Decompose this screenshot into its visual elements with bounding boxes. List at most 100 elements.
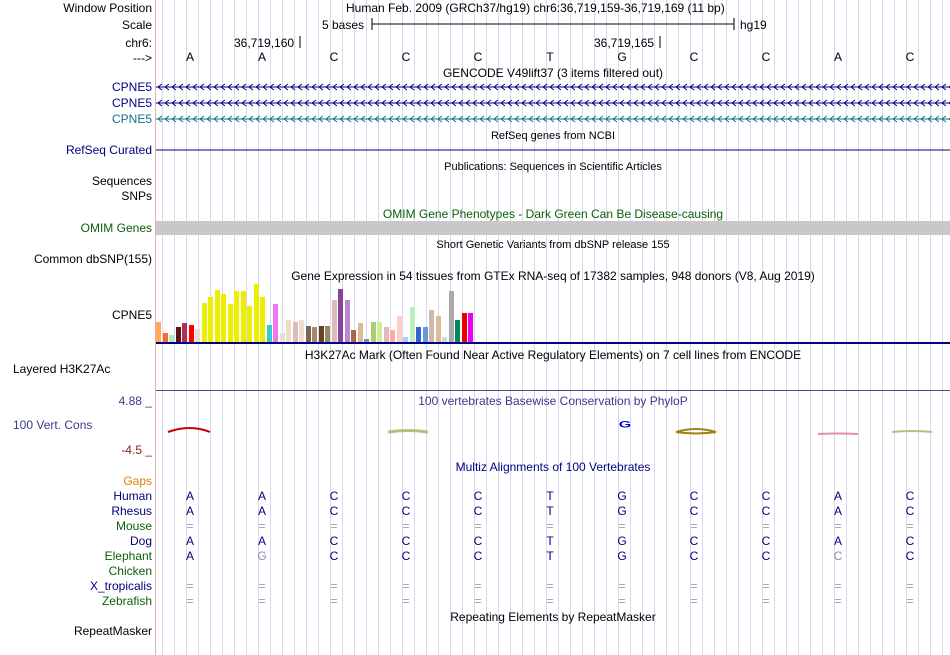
label-gaps[interactable]: Gaps [123, 474, 152, 488]
label-chromosome[interactable]: chr6: [125, 36, 152, 50]
gtex-tissue-bar[interactable] [260, 297, 265, 342]
strand-chevron [612, 83, 618, 91]
gtex-tissue-bar[interactable] [221, 294, 226, 342]
gtex-tissue-bar[interactable] [461, 313, 467, 342]
base-letter: C [689, 50, 699, 64]
gtex-tissue-bar[interactable] [318, 326, 324, 342]
phylop-conservation-logos[interactable] [156, 420, 950, 440]
gtex-tissue-bar[interactable] [416, 327, 421, 342]
refseq-gene-line[interactable] [156, 144, 950, 154]
gtex-track-title[interactable]: Gene Expression in 54 tissues from GTEx … [291, 269, 815, 283]
gtex-tissue-bar[interactable] [279, 333, 285, 342]
gtex-tissue-bar[interactable] [422, 327, 428, 342]
label-strand-arrow[interactable]: ---> [133, 51, 152, 65]
label-layered-h3k27ac[interactable]: Layered H3K27Ac [13, 362, 111, 376]
label-species-x-tropicalis[interactable]: X_tropicalis [89, 579, 152, 593]
gtex-tissue-bar[interactable] [325, 326, 330, 342]
refseq-track-title[interactable]: RefSeq genes from NCBI [490, 130, 616, 142]
gtex-tissue-bar[interactable] [390, 330, 395, 342]
label-omim-genes[interactable]: OMIM Genes [80, 221, 152, 235]
label-gene-cpne5-1[interactable]: CPNE5 [111, 80, 152, 94]
gtex-tissue-bar[interactable] [253, 284, 259, 342]
gtex-tissue-bar[interactable] [182, 323, 187, 342]
gtex-tissue-bar[interactable] [331, 300, 337, 342]
phylop-track-title[interactable]: 100 vertebrates Basewise Conservation by… [418, 394, 688, 408]
label-repeatmasker[interactable]: RepeatMasker [73, 624, 152, 638]
label-species-mouse[interactable]: Mouse [115, 519, 152, 533]
gtex-tissue-bar[interactable] [273, 304, 278, 342]
gencode-gene-lines[interactable] [156, 80, 950, 128]
label-species-rhesus[interactable]: Rhesus [111, 504, 152, 518]
gtex-tissue-bar[interactable] [201, 303, 207, 342]
gtex-tissue-bar[interactable] [156, 322, 161, 342]
gtex-tissue-bar[interactable] [351, 330, 356, 342]
strand-chevron [787, 115, 793, 123]
gtex-tissue-bar[interactable] [357, 323, 363, 342]
gtex-tissue-bar[interactable] [377, 322, 382, 342]
gtex-tissue-bar[interactable] [208, 297, 213, 342]
gtex-tissue-bar[interactable] [234, 291, 239, 342]
label-common-dbsnp[interactable]: Common dbSNP(155) [33, 252, 152, 266]
label-species-zebrafish[interactable]: Zebrafish [101, 594, 152, 608]
gtex-tissue-bar[interactable] [435, 316, 441, 342]
gtex-tissue-bar[interactable] [396, 316, 402, 342]
alignment-base: = [474, 594, 482, 608]
gtex-tissue-bar[interactable] [195, 329, 200, 342]
grid-line [918, 0, 919, 655]
label-gene-cpne5-3[interactable]: CPNE5 [111, 112, 152, 126]
label-species-human[interactable]: Human [113, 489, 152, 503]
h3k27ac-track-title[interactable]: H3K27Ac Mark (Often Found Near Active Re… [304, 348, 802, 362]
gtex-bar-chart[interactable] [156, 284, 950, 342]
dbsnp-track-title[interactable]: Short Genetic Variants from dbSNP releas… [436, 239, 670, 251]
strand-chevron [458, 83, 464, 91]
gtex-tissue-bar[interactable] [442, 337, 447, 342]
label-phylop-track[interactable]: 100 Vert. Cons [13, 418, 93, 432]
gtex-tissue-bar[interactable] [383, 327, 389, 342]
gtex-tissue-bar[interactable] [370, 322, 376, 342]
gtex-tissue-bar[interactable] [344, 300, 350, 342]
gtex-tissue-bar[interactable] [455, 320, 460, 342]
repeatmasker-track-title[interactable]: Repeating Elements by RepeatMasker [450, 610, 656, 624]
publications-track-title[interactable]: Publications: Sequences in Scientific Ar… [444, 161, 662, 173]
label-species-elephant[interactable]: Elephant [104, 549, 152, 563]
strand-chevron [759, 83, 765, 91]
gtex-tissue-bar[interactable] [188, 325, 194, 342]
label-species-dog[interactable]: Dog [129, 534, 152, 548]
label-snps[interactable]: SNPs [121, 189, 152, 203]
gtex-tissue-bar[interactable] [429, 310, 434, 342]
gtex-tissue-bar[interactable] [292, 322, 298, 342]
label-refseq-curated[interactable]: RefSeq Curated [65, 143, 152, 157]
gtex-tissue-bar[interactable] [403, 337, 408, 342]
strand-chevron [563, 99, 569, 107]
gtex-tissue-bar[interactable] [312, 327, 317, 342]
gtex-tissue-bar[interactable] [266, 325, 272, 342]
omim-gene-bar[interactable] [156, 221, 950, 235]
gtex-tissue-bar[interactable] [214, 290, 220, 342]
gtex-tissue-bar[interactable] [305, 326, 311, 342]
gencode-track-title[interactable]: GENCODE V49lift37 (3 items filtered out) [442, 66, 664, 80]
gtex-tissue-bar[interactable] [227, 304, 233, 342]
gtex-tissue-bar[interactable] [448, 291, 454, 342]
gtex-tissue-bar[interactable] [338, 289, 343, 342]
gtex-tissue-bar[interactable] [247, 306, 252, 342]
label-scale[interactable]: Scale [121, 18, 152, 32]
gtex-tissue-bar[interactable] [240, 291, 246, 342]
gtex-tissue-bar[interactable] [162, 333, 168, 342]
label-sequences[interactable]: Sequences [91, 174, 152, 188]
label-species-chicken[interactable]: Chicken [108, 564, 152, 578]
gtex-tissue-bar[interactable] [364, 339, 369, 342]
multiz-track-title[interactable]: Multiz Alignments of 100 Vertebrates [455, 460, 651, 474]
track-data-panel[interactable]: Human Feb. 2009 (GRCh37/hg19) chr6:36,71… [156, 0, 950, 655]
gtex-tissue-bar[interactable] [169, 335, 174, 342]
gtex-tissue-bar[interactable] [468, 313, 473, 342]
omim-track-title[interactable]: OMIM Gene Phenotypes - Dark Green Can Be… [382, 207, 724, 221]
gtex-tissue-bar[interactable] [286, 320, 291, 342]
strand-chevron [171, 99, 177, 107]
gtex-tissue-bar[interactable] [409, 307, 415, 342]
label-window-position[interactable]: Window Position [63, 1, 152, 15]
label-gtex-cpne5[interactable]: CPNE5 [111, 308, 152, 322]
gtex-tissue-bar[interactable] [175, 327, 181, 342]
gtex-tissue-bar[interactable] [299, 320, 304, 342]
label-gene-cpne5-2[interactable]: CPNE5 [111, 96, 152, 110]
strand-chevron [948, 85, 950, 89]
